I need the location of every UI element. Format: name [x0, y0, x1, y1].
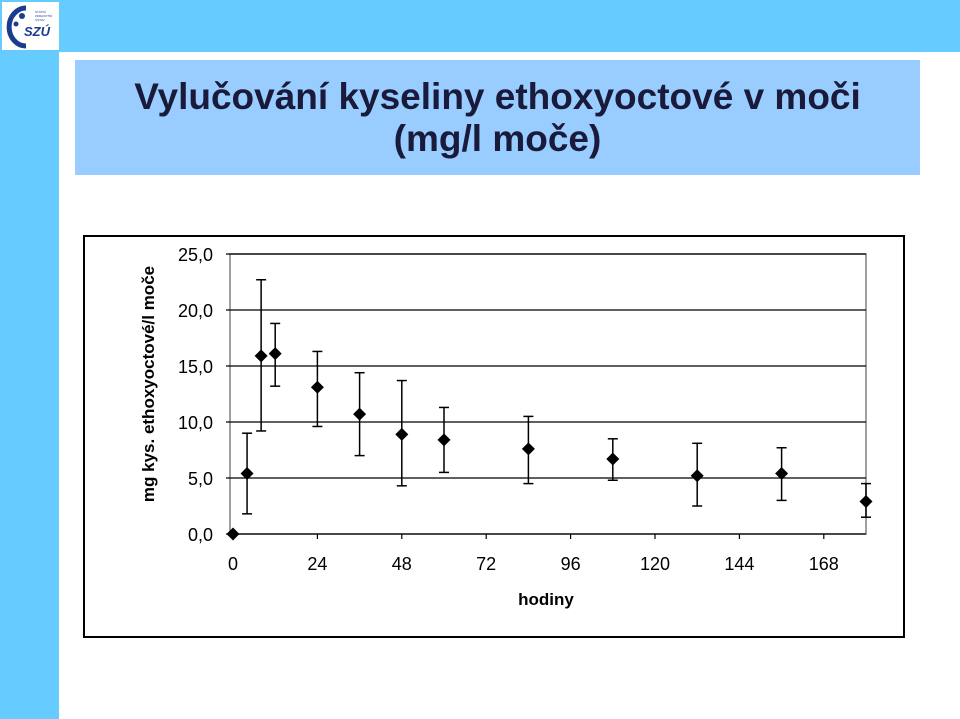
data-point	[859, 495, 873, 509]
y-tick-label: 5,0	[188, 469, 213, 489]
x-tick-label: 96	[561, 554, 581, 574]
szu-logo-icon	[6, 5, 27, 49]
data-point	[254, 349, 268, 363]
logo-text: SZÚ	[24, 24, 50, 39]
data-point	[606, 452, 620, 466]
data-point	[690, 469, 704, 483]
slide-title-line2: (mg/l moče)	[393, 117, 602, 159]
y-tick-label: 10,0	[178, 413, 213, 433]
x-tick-label: 24	[307, 554, 327, 574]
plot-area	[229, 253, 867, 535]
data-point	[437, 433, 451, 447]
data-point	[353, 407, 367, 421]
header-band	[0, 0, 960, 52]
y-axis-label: mg kys. ethoxyoctové/l moče	[139, 266, 158, 502]
data-point	[226, 527, 240, 541]
title-box: Vylučování kyseliny ethoxyoctové v moči …	[75, 60, 920, 175]
logo-caption: STÁTNÍ ZDRAVOTNÍ ÚSTAV	[35, 10, 53, 22]
y-tick-label: 15,0	[178, 357, 213, 377]
x-tick-label: 120	[640, 554, 670, 574]
x-tick-label: 72	[476, 554, 496, 574]
x-tick-label: 0	[228, 554, 238, 574]
y-tick-label: 25,0	[178, 245, 213, 265]
x-axis-label: hodiny	[518, 590, 574, 609]
left-band	[0, 0, 59, 719]
data-point	[268, 347, 282, 361]
data-point	[521, 442, 535, 456]
x-tick-label: 144	[724, 554, 754, 574]
x-tick-label: 48	[392, 554, 412, 574]
x-tick-label: 168	[809, 554, 839, 574]
data-point	[310, 380, 324, 394]
data-point	[240, 467, 254, 481]
y-tick-label: 0,0	[188, 525, 213, 545]
szu-logo: STÁTNÍ ZDRAVOTNÍ ÚSTAV SZÚ	[2, 2, 59, 50]
slide-title-line1: Vylučování kyseliny ethoxyoctové v moči	[134, 75, 861, 117]
y-tick-label: 20,0	[178, 301, 213, 321]
data-point	[395, 427, 409, 441]
data-point	[775, 467, 789, 481]
